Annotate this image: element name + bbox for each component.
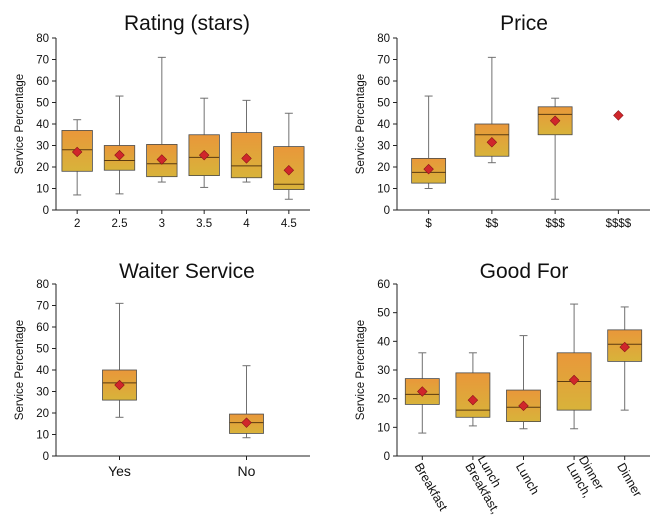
- y-tick-label: 0: [384, 205, 390, 217]
- y-axis-label: Service Percentage: [14, 74, 26, 174]
- y-tick-label: 10: [36, 430, 49, 442]
- box-6: 4.5: [273, 112, 305, 230]
- y-tick-label: 30: [36, 141, 49, 153]
- box-2: $$: [474, 56, 510, 230]
- x-tick-label: $: [425, 218, 432, 230]
- y-tick-label: 70: [36, 301, 49, 313]
- mean-marker: [71, 146, 83, 158]
- y-tick-label: 30: [36, 387, 49, 399]
- y-tick-label: 60: [377, 76, 390, 88]
- y-tick-label: 20: [36, 408, 49, 420]
- box-2: No: [229, 365, 264, 479]
- mean-marker: [114, 149, 125, 161]
- y-axis-label: Service Percentage: [14, 320, 26, 420]
- y-axis-label: Service Percentage: [355, 74, 367, 174]
- box-2: 2.5: [103, 95, 136, 230]
- y-tick-label: 50: [377, 98, 390, 110]
- y-tick-label: 60: [36, 76, 49, 88]
- box-3: $$$: [537, 97, 573, 230]
- box-1: $: [411, 95, 447, 230]
- y-tick-label: 60: [36, 322, 49, 334]
- x-tick-label: Lunch,Dinner: [564, 453, 607, 500]
- mean-marker: [241, 153, 252, 164]
- box-3: 3: [146, 56, 178, 230]
- mean-marker: [198, 149, 210, 161]
- mean-marker: [156, 154, 168, 165]
- y-tick-label: 80: [377, 33, 390, 45]
- y-tick-label: 30: [377, 365, 390, 377]
- box-2: Breakfast,Lunch: [455, 352, 515, 516]
- y-tick-label: 50: [36, 344, 49, 356]
- x-tick-label: Breakfast: [412, 461, 451, 514]
- box-4: Lunch,Dinner: [556, 303, 607, 500]
- mean-marker: [423, 163, 434, 175]
- y-tick-label: 50: [36, 98, 49, 110]
- y-tick-label: 50: [377, 308, 390, 320]
- y-axis-label: Service Percentage: [355, 320, 367, 420]
- y-tick-label: 0: [384, 451, 390, 463]
- x-tick-label: $$: [485, 218, 498, 230]
- y-tick-label: 20: [377, 162, 390, 174]
- box-3: Lunch: [506, 335, 542, 498]
- x-tick-label: Dinner: [614, 461, 645, 500]
- box-4: $$$$: [606, 110, 632, 230]
- x-tick-label: Yes: [108, 463, 131, 479]
- panel-2: Price Service Percentage 0 10 20 30 40 50 60 70 80…: [355, 12, 650, 230]
- panel-4: Good For Service Percentage 0 10 20 30 40 50 60 B…: [355, 260, 650, 516]
- box-1: Breakfast: [404, 352, 451, 514]
- x-tick-label: 3: [159, 218, 165, 230]
- y-tick-label: 0: [43, 451, 49, 463]
- x-tick-label: Breakfast,Lunch: [462, 453, 515, 516]
- y-tick-label: 80: [36, 33, 49, 45]
- mean-marker: [467, 394, 479, 406]
- box-4: 3.5: [188, 97, 220, 230]
- mean-marker: [549, 115, 561, 126]
- mean-marker: [619, 341, 630, 353]
- panel-title: Good For: [480, 260, 569, 283]
- y-tick-label: 80: [36, 279, 49, 291]
- panel-1: Rating (stars) Service Percentage 0 10 20 30 4…: [14, 12, 310, 230]
- mean-marker: [518, 400, 529, 412]
- box-1: Yes: [102, 302, 137, 479]
- y-tick-label: 30: [377, 141, 390, 153]
- x-tick-label: 2: [74, 218, 80, 230]
- x-tick-label: No: [238, 463, 256, 479]
- mean-marker: [568, 374, 580, 386]
- y-tick-label: 40: [36, 119, 49, 131]
- panel-3: Waiter Service Service Percentage 0 10 20 30 4…: [14, 260, 310, 479]
- box-5: Dinner: [607, 306, 645, 500]
- y-tick-label: 60: [377, 279, 390, 291]
- y-tick-label: 10: [377, 422, 390, 434]
- x-tick-label: Lunch: [513, 461, 542, 498]
- mean-marker: [283, 165, 295, 176]
- mean-marker: [114, 379, 125, 391]
- panel-title: Waiter Service: [119, 260, 255, 283]
- panel-title: Rating (stars): [124, 12, 250, 35]
- x-tick-label: $$$$: [606, 218, 632, 230]
- y-tick-label: 0: [43, 205, 49, 217]
- x-tick-label: 4.5: [281, 218, 297, 230]
- y-tick-label: 40: [377, 119, 390, 131]
- mean-marker: [613, 110, 624, 121]
- x-tick-label: 2.5: [112, 218, 128, 230]
- y-tick-label: 20: [36, 162, 49, 174]
- y-tick-label: 70: [36, 55, 49, 67]
- box-1: 2: [61, 119, 93, 230]
- mean-marker: [417, 386, 428, 397]
- x-tick-label: 3.5: [196, 218, 212, 230]
- y-tick-label: 10: [36, 184, 49, 196]
- x-tick-label: 4: [243, 218, 250, 230]
- y-tick-label: 20: [377, 394, 390, 406]
- y-tick-label: 70: [377, 55, 390, 67]
- x-tick-label: $$$: [546, 218, 566, 230]
- box-5: 4: [230, 99, 263, 230]
- mean-marker: [486, 137, 498, 148]
- y-tick-label: 40: [36, 365, 49, 377]
- y-tick-label: 10: [377, 184, 390, 196]
- y-tick-label: 40: [377, 336, 390, 348]
- panel-title: Price: [500, 12, 548, 35]
- mean-marker: [241, 417, 252, 428]
